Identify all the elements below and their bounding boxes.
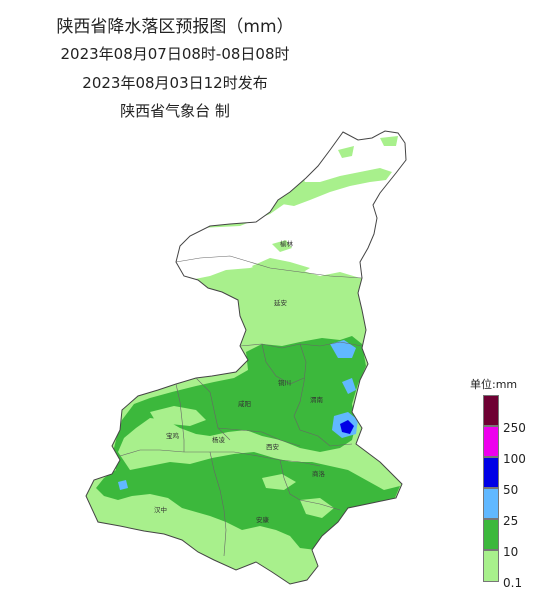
heavy-rain-area-2 bbox=[342, 378, 356, 394]
city-label-baoji: 宝鸡 bbox=[166, 431, 180, 440]
legend-tick-0-1: 0.1 bbox=[503, 576, 523, 590]
rainstorm-core bbox=[340, 420, 354, 434]
issue-time: 2023年08月03日12时发布 bbox=[82, 74, 268, 92]
legend-swatch-100 bbox=[483, 426, 499, 457]
heavy-rain-area-4 bbox=[118, 480, 128, 490]
legend-swatch-250 bbox=[483, 395, 499, 426]
legend-tick-100: 100 bbox=[503, 452, 526, 466]
city-label-xian: 西安 bbox=[266, 442, 280, 451]
light-rain-patch-2 bbox=[224, 436, 268, 450]
light-rain-north-4 bbox=[272, 240, 292, 252]
legend-title: 单位:mm bbox=[470, 378, 518, 391]
light-rain-north-1 bbox=[282, 168, 392, 206]
light-rain-patch-5 bbox=[300, 498, 334, 518]
legend-swatch-50 bbox=[483, 457, 499, 488]
city-label-hanzhong: 汉中 bbox=[154, 505, 167, 514]
light-rain-north-3 bbox=[380, 136, 398, 146]
light-rain-patch-3 bbox=[240, 534, 300, 572]
heavy-rain-area-1 bbox=[330, 340, 356, 358]
forecast-period: 2023年08月07日08时-08日08时 bbox=[60, 45, 290, 63]
issuer: 陕西省气象台 制 bbox=[120, 102, 230, 120]
city-label-weinan: 渭南 bbox=[310, 395, 324, 404]
moderate-rain-area bbox=[96, 336, 400, 550]
legend-swatch-10 bbox=[483, 519, 499, 550]
city-label-yangling: 杨凌 bbox=[212, 435, 226, 444]
city-label-yulin: 榆林 bbox=[280, 239, 294, 248]
light-rain-north-5 bbox=[252, 258, 310, 274]
light-rain-patch-6 bbox=[262, 474, 296, 490]
city-label-tongchuan: 铜川 bbox=[278, 378, 291, 387]
city-label-ankang: 安康 bbox=[256, 515, 270, 524]
legend-swatch-0-1 bbox=[483, 550, 499, 582]
light-rain-patch-4 bbox=[100, 500, 186, 532]
legend-colorbar bbox=[483, 395, 499, 582]
legend-tick-250: 250 bbox=[503, 421, 526, 435]
light-rain-patch-1 bbox=[150, 406, 206, 426]
city-label-shangluo: 商洛 bbox=[312, 469, 326, 478]
city-label-yanan: 延安 bbox=[274, 298, 288, 307]
light-rain-north-2 bbox=[338, 146, 354, 158]
map-title: 陕西省降水落区预报图（mm） bbox=[56, 17, 294, 37]
city-boundaries bbox=[119, 255, 363, 557]
legend-tick-50: 50 bbox=[503, 483, 519, 497]
legend-swatch-25 bbox=[483, 488, 499, 519]
legend-tick-25: 25 bbox=[503, 514, 519, 528]
city-label-xianyang: 咸阳 bbox=[238, 399, 251, 408]
legend-tick-10: 10 bbox=[503, 545, 519, 559]
